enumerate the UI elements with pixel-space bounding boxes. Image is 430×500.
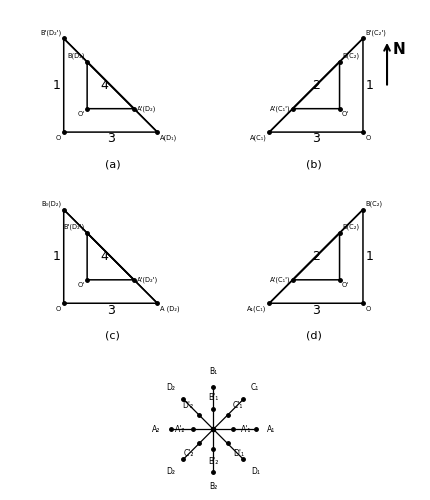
Text: (b): (b): [305, 160, 321, 170]
Text: (d): (d): [305, 330, 321, 340]
Text: O: O: [56, 134, 61, 140]
Text: O: O: [365, 134, 370, 140]
Text: D'₁: D'₁: [232, 449, 243, 458]
Text: O': O': [77, 111, 84, 117]
Text: B'(D₂'): B'(D₂'): [40, 30, 61, 36]
Text: C'₂: C'₂: [183, 449, 194, 458]
Text: A(C₁): A(C₁): [249, 134, 266, 141]
Text: 1: 1: [365, 79, 373, 92]
Text: B(C₂): B(C₂): [365, 200, 382, 207]
Text: B'₁: B'₁: [208, 392, 218, 402]
Text: A (D₂): A (D₂): [160, 306, 179, 312]
Text: B₀(D₂): B₀(D₂): [41, 200, 61, 207]
Text: D₂: D₂: [166, 382, 175, 392]
Text: O: O: [365, 306, 370, 312]
Text: A'(D₂'): A'(D₂'): [136, 276, 157, 283]
Text: O: O: [56, 306, 61, 312]
Text: A'(C₁'): A'(C₁'): [269, 276, 289, 283]
Text: 4: 4: [100, 79, 108, 92]
Text: (a): (a): [105, 160, 120, 170]
Text: 4: 4: [100, 250, 108, 263]
Text: B'(D₂'): B'(D₂'): [63, 224, 84, 230]
Text: 1: 1: [53, 79, 61, 92]
Text: N: N: [392, 42, 405, 56]
Text: B(D₂): B(D₂): [67, 53, 84, 60]
Text: A₁: A₁: [266, 425, 274, 434]
Text: A'₂: A'₂: [175, 425, 185, 434]
Text: D₁: D₁: [250, 467, 259, 476]
Text: A'₁: A'₁: [240, 425, 251, 434]
Text: (c): (c): [105, 330, 120, 340]
Text: 2: 2: [311, 79, 319, 92]
Text: 1: 1: [53, 250, 61, 263]
Text: 3: 3: [311, 132, 319, 145]
Text: 1: 1: [365, 250, 373, 263]
Text: B'₂: B'₂: [208, 457, 218, 466]
Text: A'(C₁'): A'(C₁'): [269, 106, 289, 112]
Text: B₁: B₁: [209, 367, 217, 376]
Text: O': O': [341, 111, 348, 117]
Text: B'(C₂'): B'(C₂'): [365, 30, 385, 36]
Text: A'(D₂): A'(D₂): [136, 106, 156, 112]
Text: 2: 2: [311, 250, 319, 263]
Text: B₂: B₂: [209, 482, 217, 492]
Text: D₂: D₂: [166, 467, 175, 476]
Text: A₂: A₂: [151, 425, 160, 434]
Text: 3: 3: [311, 304, 319, 316]
Text: B(C₂): B(C₂): [341, 53, 358, 60]
Text: A(D₁): A(D₁): [160, 134, 177, 141]
Text: C₁: C₁: [250, 382, 258, 392]
Text: 3: 3: [106, 132, 114, 145]
Text: O': O': [77, 282, 84, 288]
Text: 3: 3: [106, 304, 114, 316]
Text: A₁(C₁): A₁(C₁): [247, 306, 266, 312]
Text: C'₁: C'₁: [232, 401, 243, 410]
Text: O': O': [341, 282, 348, 288]
Text: B(C₂): B(C₂): [341, 224, 358, 230]
Text: D'₂: D'₂: [182, 401, 194, 410]
